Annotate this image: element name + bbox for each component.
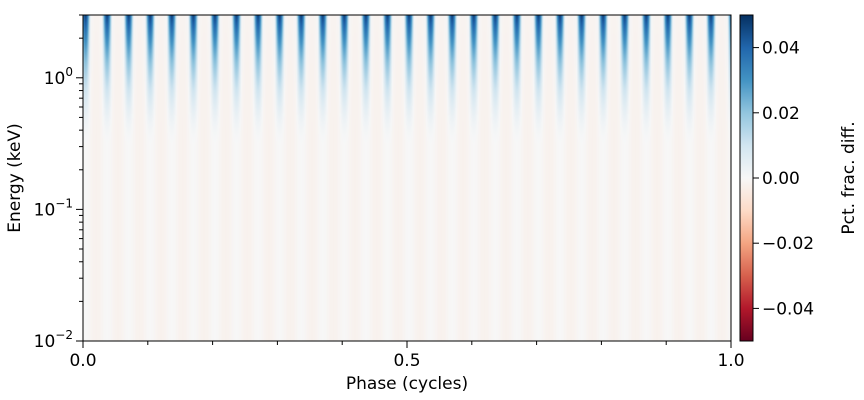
heatmap-image <box>83 15 731 341</box>
x-axis: 0.0 0.5 1.0 <box>69 341 745 371</box>
colorbar-axis: 0.04 0.02 0.00 −0.02 −0.04 <box>753 39 814 319</box>
x-axis-label: Phase (cycles) <box>346 374 468 394</box>
y-axis-label: Energy (keV) <box>5 123 25 233</box>
y-tick-label: 100 <box>44 65 73 89</box>
x-tick-label: 1.0 <box>717 351 744 371</box>
colorbar-label: Pct. frac. diff. <box>839 121 859 234</box>
colorbar-tick-label: 0.00 <box>762 169 800 189</box>
y-tick-label: 10−2 <box>34 328 73 352</box>
colorbar-tick-label: −0.04 <box>762 299 814 319</box>
colorbar <box>739 14 754 342</box>
x-tick-label: 0.0 <box>69 351 96 371</box>
colorbar-tick-label: 0.04 <box>762 39 800 59</box>
colorbar-tick-label: 0.02 <box>762 104 800 124</box>
y-tick-label: 10−1 <box>34 196 73 220</box>
y-axis: 10−2 10−1 100 <box>34 14 83 352</box>
colorbar-tick-label: −0.02 <box>762 234 814 254</box>
x-tick-label: 0.5 <box>393 351 420 371</box>
